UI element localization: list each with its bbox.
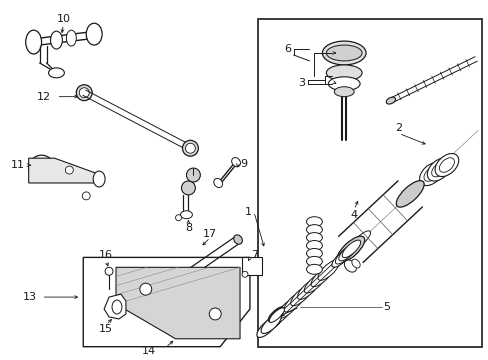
Ellipse shape [342,240,360,258]
Ellipse shape [439,158,453,172]
Ellipse shape [306,233,322,243]
Text: 17: 17 [203,229,217,239]
Ellipse shape [344,260,356,272]
Ellipse shape [331,250,350,267]
Ellipse shape [306,264,322,274]
Ellipse shape [351,231,370,248]
Ellipse shape [427,158,450,181]
Ellipse shape [334,87,353,96]
Polygon shape [116,267,240,339]
Ellipse shape [340,242,358,259]
Ellipse shape [351,259,360,268]
Text: 15: 15 [99,324,113,334]
Ellipse shape [386,97,395,104]
Ellipse shape [434,153,458,176]
Ellipse shape [431,162,446,177]
Ellipse shape [277,298,298,319]
Ellipse shape [48,68,64,78]
Ellipse shape [79,88,89,98]
Ellipse shape [297,279,319,300]
Text: 7: 7 [251,251,258,260]
Ellipse shape [306,256,322,266]
Ellipse shape [175,215,181,221]
Ellipse shape [82,192,90,200]
Polygon shape [29,158,101,183]
Ellipse shape [335,247,353,264]
Ellipse shape [327,77,359,91]
Ellipse shape [284,292,305,312]
Ellipse shape [268,307,283,321]
Ellipse shape [325,65,361,81]
Ellipse shape [105,267,113,275]
Ellipse shape [304,273,325,293]
Bar [242,257,262,275]
Ellipse shape [306,248,322,258]
Text: 9: 9 [240,159,247,169]
Ellipse shape [338,243,357,261]
Ellipse shape [76,85,92,100]
Ellipse shape [419,162,443,185]
Ellipse shape [140,283,151,295]
Ellipse shape [306,217,322,227]
Text: 11: 11 [11,160,25,170]
Text: 1: 1 [244,207,251,217]
Ellipse shape [29,155,54,181]
Ellipse shape [35,161,48,175]
Ellipse shape [179,272,188,283]
Ellipse shape [112,300,122,314]
Text: 5: 5 [383,302,389,312]
Text: 4: 4 [350,210,357,220]
Ellipse shape [336,246,354,263]
Ellipse shape [181,181,195,195]
Ellipse shape [268,307,284,322]
Ellipse shape [93,171,105,187]
Ellipse shape [269,308,284,322]
Ellipse shape [86,23,102,45]
Text: 6: 6 [284,44,290,54]
Ellipse shape [65,166,73,174]
Text: 3: 3 [298,78,305,88]
Ellipse shape [306,225,322,235]
Polygon shape [83,257,249,347]
Ellipse shape [344,238,363,255]
Ellipse shape [242,271,247,277]
Ellipse shape [317,260,339,280]
Ellipse shape [50,31,62,49]
Ellipse shape [263,311,285,331]
Text: 12: 12 [37,92,51,102]
Ellipse shape [233,235,242,244]
Ellipse shape [348,234,366,251]
Ellipse shape [290,285,312,306]
Ellipse shape [268,307,283,321]
Ellipse shape [185,143,195,153]
Ellipse shape [336,236,364,263]
Text: 13: 13 [22,292,37,302]
Ellipse shape [213,179,222,188]
Ellipse shape [186,168,200,182]
Ellipse shape [310,266,332,287]
Ellipse shape [325,45,361,61]
Ellipse shape [180,211,192,219]
Ellipse shape [256,318,276,337]
Ellipse shape [331,249,350,267]
Text: 10: 10 [56,14,70,24]
Text: 14: 14 [142,346,156,356]
Text: 16: 16 [99,251,113,260]
Text: 2: 2 [394,123,402,134]
Polygon shape [104,294,126,319]
Ellipse shape [395,181,423,207]
Ellipse shape [209,308,221,320]
Ellipse shape [182,140,198,156]
Ellipse shape [423,167,438,181]
Text: 8: 8 [184,222,192,233]
Ellipse shape [322,41,366,65]
Ellipse shape [26,30,41,54]
Ellipse shape [231,158,240,167]
Ellipse shape [270,304,291,325]
Ellipse shape [306,240,322,251]
Ellipse shape [261,314,281,333]
Bar [257,19,481,347]
Ellipse shape [66,30,76,46]
